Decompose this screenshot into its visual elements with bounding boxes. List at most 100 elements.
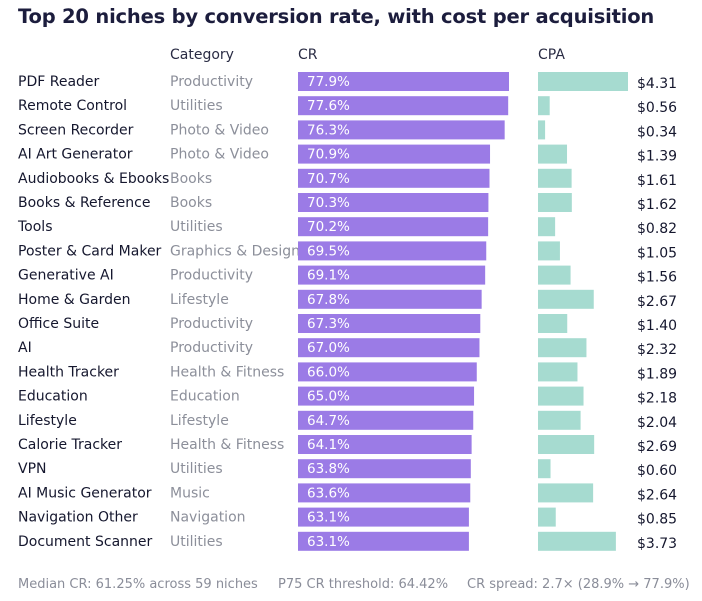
cpa-value-label: $1.39 — [637, 149, 677, 165]
cpa-value-label: $2.18 — [637, 391, 677, 407]
cpa-value-label: $0.82 — [637, 221, 677, 237]
cr-value-label: 77.9% — [307, 74, 350, 90]
category-label: Utilities — [170, 98, 223, 114]
category-label: Music — [170, 485, 210, 501]
cpa-bar — [538, 459, 551, 479]
cpa-bar — [538, 483, 594, 503]
cr-column-header: CR — [298, 47, 318, 63]
niche-label: Home & Garden — [18, 292, 130, 308]
niche-label: Office Suite — [18, 316, 99, 332]
cr-bar — [298, 507, 469, 527]
cr-bar — [298, 265, 486, 285]
category-label: Books — [170, 171, 212, 187]
cr-bar — [298, 386, 475, 406]
category-label: Education — [170, 389, 240, 405]
cr-bar — [298, 338, 480, 358]
footer-p75-threshold: P75 CR threshold: 64.42% — [278, 577, 449, 592]
category-label: Utilities — [170, 461, 223, 477]
cr-bar — [298, 410, 474, 430]
niche-label: VPN — [18, 461, 47, 477]
cpa-bar — [538, 168, 572, 188]
niche-label: AI Music Generator — [18, 485, 152, 501]
niche-label: Document Scanner — [18, 534, 153, 550]
cpa-bar — [538, 193, 572, 212]
cpa-value-label: $1.61 — [637, 173, 677, 189]
niche-label: Remote Control — [18, 98, 127, 114]
chart-title: Top 20 niches by conversion rate, with c… — [18, 5, 655, 28]
cr-bar — [298, 96, 509, 116]
cpa-value-label: $1.05 — [637, 245, 677, 261]
category-label: Utilities — [170, 534, 223, 550]
niche-label: Screen Recorder — [18, 122, 134, 138]
niche-label: Education — [18, 389, 88, 405]
cr-bar — [298, 241, 487, 261]
cpa-value-label: $2.04 — [637, 415, 677, 431]
cr-value-label: 76.3% — [307, 122, 350, 138]
cr-value-label: 65.0% — [307, 389, 350, 405]
cpa-value-label: $2.64 — [637, 487, 677, 503]
footer-cr-spread: CR spread: 2.7× (28.9% → 77.9%) — [467, 577, 690, 592]
cr-value-label: 69.1% — [307, 268, 350, 284]
cpa-value-label: $2.32 — [637, 342, 677, 358]
cr-value-label: 63.6% — [307, 485, 350, 501]
cr-bar — [298, 72, 509, 91]
cpa-value-label: $0.56 — [637, 100, 677, 116]
cpa-bar — [538, 410, 581, 430]
cr-bar — [298, 144, 491, 164]
cpa-bar — [538, 314, 568, 333]
category-label: Productivity — [170, 340, 253, 356]
category-label: Navigation — [170, 510, 246, 526]
cr-value-label: 63.1% — [307, 510, 350, 526]
cr-value-label: 77.6% — [307, 98, 350, 114]
cr-bar — [298, 120, 505, 140]
cr-bar — [298, 168, 490, 188]
cpa-bar — [538, 507, 556, 527]
category-label: Graphics & Design — [170, 243, 300, 259]
cpa-bar — [538, 144, 568, 164]
cr-value-label: 67.3% — [307, 316, 350, 332]
niche-label: Calorie Tracker — [18, 437, 122, 453]
cpa-bar — [538, 362, 578, 382]
cr-bar — [298, 193, 489, 212]
cr-bar — [298, 435, 472, 454]
cpa-bar — [538, 531, 616, 551]
cr-value-label: 69.5% — [307, 243, 350, 259]
cr-bar — [298, 531, 469, 551]
category-label: Health & Fitness — [170, 364, 284, 380]
cpa-bar — [538, 217, 556, 237]
niche-label: Books & Reference — [18, 195, 150, 211]
cr-value-label: 70.7% — [307, 171, 350, 187]
niche-label: AI Art Generator — [18, 147, 133, 163]
cpa-value-label: $0.85 — [637, 512, 677, 528]
cr-value-label: 70.9% — [307, 147, 350, 163]
cr-bar — [298, 289, 482, 309]
cpa-value-label: $2.67 — [637, 294, 677, 310]
cpa-bar — [538, 241, 560, 261]
cpa-value-label: $1.56 — [637, 270, 677, 286]
cr-bar — [298, 483, 471, 503]
cpa-value-label: $3.73 — [637, 536, 677, 552]
category-label: Productivity — [170, 268, 253, 284]
cr-value-label: 63.8% — [307, 461, 350, 477]
category-label: Health & Fitness — [170, 437, 284, 453]
category-column-header: Category — [170, 47, 234, 63]
category-label: Lifestyle — [170, 413, 229, 429]
cr-value-label: 70.3% — [307, 195, 350, 211]
cr-value-label: 67.0% — [307, 340, 350, 356]
cpa-value-label: $1.40 — [637, 318, 677, 334]
cpa-value-label: $1.62 — [637, 197, 677, 213]
niche-label: Generative AI — [18, 268, 114, 284]
cpa-bar — [538, 338, 587, 358]
category-label: Photo & Video — [170, 122, 269, 138]
niche-label: Tools — [17, 219, 53, 235]
cpa-value-label: $4.31 — [637, 76, 677, 92]
niche-label: Navigation Other — [18, 510, 138, 526]
cpa-bar — [538, 72, 628, 91]
niche-label: Audiobooks & Ebooks — [18, 171, 169, 187]
cr-bar — [298, 362, 477, 382]
category-label: Productivity — [170, 74, 253, 90]
cpa-value-label: $1.89 — [637, 366, 677, 382]
cr-bar — [298, 217, 489, 237]
cpa-bar — [538, 96, 550, 116]
category-label: Utilities — [170, 219, 223, 235]
